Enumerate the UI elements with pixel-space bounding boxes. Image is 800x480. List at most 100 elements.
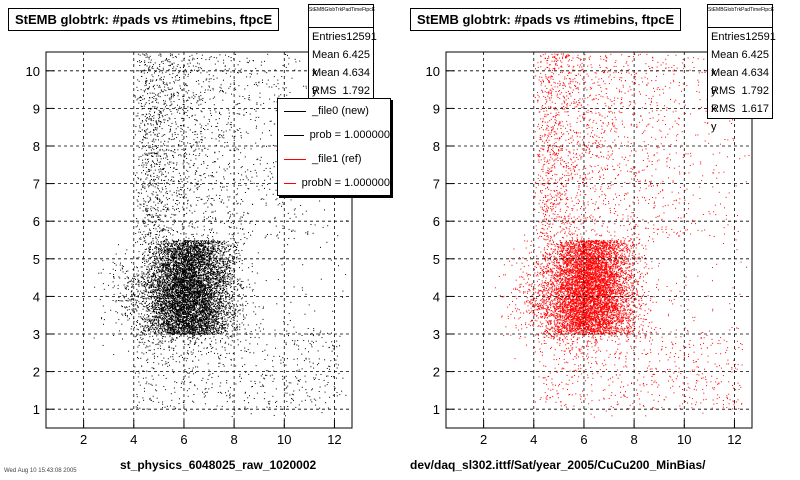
scatter-point xyxy=(152,331,154,333)
scatter-point xyxy=(187,314,189,316)
scatter-point xyxy=(191,269,193,271)
scatter-point xyxy=(183,277,184,278)
scatter-point xyxy=(204,321,206,323)
scatter-point xyxy=(219,263,221,265)
scatter-point xyxy=(217,304,219,306)
scatter-point xyxy=(221,309,222,311)
scatter-point xyxy=(148,250,150,252)
scatter-point xyxy=(176,246,178,248)
scatter-point xyxy=(174,332,175,334)
scatter-point xyxy=(157,259,159,261)
scatter-point xyxy=(195,242,197,244)
scatter-point xyxy=(166,316,168,318)
scatter-point xyxy=(187,311,189,313)
scatter-point xyxy=(182,266,184,267)
scatter-point xyxy=(197,331,199,333)
scatter-point xyxy=(230,244,232,246)
scatter-point xyxy=(209,261,211,263)
scatter-point xyxy=(208,289,210,290)
scatter-point xyxy=(217,307,219,309)
scatter-point xyxy=(171,248,173,250)
scatter-point xyxy=(194,259,196,261)
scatter-point xyxy=(198,283,200,284)
scatter-point xyxy=(167,329,169,331)
scatter-point xyxy=(192,272,194,274)
scatter-point xyxy=(196,321,198,323)
scatter-point xyxy=(169,286,171,288)
scatter-point xyxy=(223,289,225,291)
scatter-point xyxy=(167,255,169,257)
scatter-point xyxy=(177,247,179,249)
scatter-point xyxy=(214,315,215,317)
scatter-point xyxy=(204,263,206,265)
scatter-point xyxy=(215,264,217,266)
scatter-point xyxy=(199,321,200,323)
scatter-point xyxy=(181,320,183,322)
scatter-point xyxy=(198,314,200,316)
scatter-point xyxy=(181,317,183,319)
scatter-point xyxy=(200,249,202,251)
scatter-point xyxy=(203,285,205,287)
scatter-point xyxy=(190,325,192,327)
scatter-point xyxy=(157,326,159,328)
scatter-point xyxy=(185,316,187,318)
scatter-point xyxy=(193,254,195,256)
scatter-point xyxy=(181,250,183,251)
scatter-point xyxy=(194,264,196,266)
scatter-point xyxy=(227,260,229,262)
scatter-point xyxy=(195,275,197,277)
scatter-point xyxy=(211,263,213,265)
scatter-point xyxy=(193,298,195,300)
scatter-point xyxy=(186,300,188,302)
scatter-point xyxy=(171,286,173,288)
scatter-point xyxy=(196,278,198,280)
scatter-point xyxy=(225,263,227,265)
scatter-point xyxy=(223,292,225,294)
scatter-point xyxy=(197,298,199,299)
scatter-point xyxy=(166,255,168,257)
scatter-point xyxy=(179,289,181,291)
scatter-point xyxy=(176,302,178,304)
scatter-point xyxy=(197,286,199,288)
scatter-point xyxy=(216,323,218,325)
scatter-point xyxy=(151,243,153,245)
scatter-point xyxy=(208,282,209,284)
scatter-point xyxy=(190,293,192,295)
scatter-point xyxy=(221,246,223,248)
scatter-point xyxy=(191,266,193,268)
scatter-point xyxy=(206,287,208,288)
scatter-point xyxy=(193,261,195,263)
scatter-point xyxy=(195,280,197,282)
scatter-point xyxy=(216,330,217,332)
scatter-point xyxy=(212,252,213,254)
scatter-point xyxy=(237,288,239,290)
scatter-point xyxy=(201,329,203,331)
scatter-point xyxy=(187,260,189,262)
scatter-point xyxy=(212,241,214,243)
scatter-point xyxy=(188,290,190,292)
scatter-point xyxy=(185,319,187,321)
scatter-point xyxy=(200,259,202,261)
scatter-point xyxy=(198,276,200,278)
scatter-point xyxy=(187,262,188,264)
scatter-point xyxy=(191,319,193,320)
scatter-point xyxy=(231,283,233,284)
scatter-point xyxy=(167,318,169,320)
scatter-point xyxy=(198,294,199,295)
scatter-point xyxy=(199,275,201,277)
scatter-point xyxy=(226,313,228,315)
scatter-point xyxy=(225,269,227,271)
scatter-point xyxy=(196,324,198,326)
scatter-point xyxy=(177,270,178,272)
scatter-point xyxy=(202,329,204,331)
scatter-point xyxy=(179,272,181,274)
scatter-point xyxy=(170,307,172,309)
scatter-point xyxy=(200,257,202,259)
scatter-point xyxy=(167,244,168,246)
scatter-point xyxy=(209,274,211,276)
scatter-point xyxy=(229,254,231,255)
scatter-point xyxy=(148,247,150,249)
scatter-point xyxy=(226,327,228,329)
scatter-point xyxy=(175,332,177,334)
scatter-point xyxy=(186,316,187,318)
